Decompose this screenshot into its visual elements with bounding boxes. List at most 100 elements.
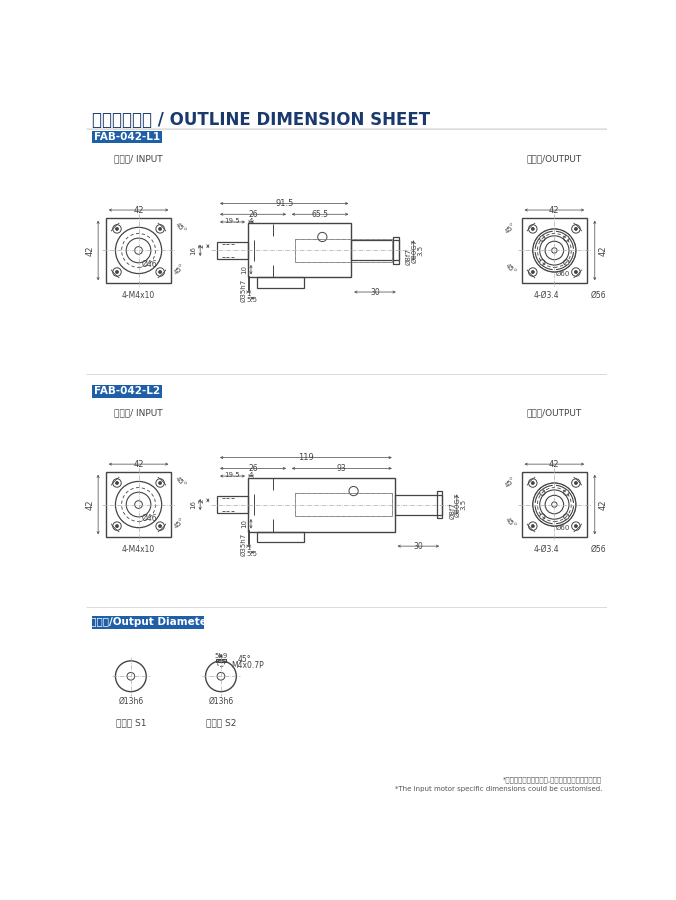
Bar bbox=[295, 493, 392, 516]
Bar bbox=[295, 238, 392, 262]
Text: 输出端/OUTPUT: 输出端/OUTPUT bbox=[527, 154, 582, 163]
Circle shape bbox=[159, 482, 162, 484]
Text: Ø8f7: Ø8f7 bbox=[406, 248, 412, 265]
Text: 30: 30 bbox=[414, 542, 423, 551]
Text: Ø30G7: Ø30G7 bbox=[454, 492, 460, 517]
Text: Ø35h7: Ø35h7 bbox=[241, 533, 246, 556]
Text: 4-M4x10: 4-M4x10 bbox=[122, 291, 155, 300]
Text: Ø8f7: Ø8f7 bbox=[449, 502, 455, 519]
Circle shape bbox=[531, 271, 534, 274]
Text: 42: 42 bbox=[85, 500, 94, 509]
Text: 26: 26 bbox=[248, 464, 258, 473]
Text: 42: 42 bbox=[599, 245, 608, 256]
Text: 10: 10 bbox=[241, 519, 247, 528]
Text: Ø56: Ø56 bbox=[591, 545, 606, 554]
Text: FAB-042-L2: FAB-042-L2 bbox=[94, 386, 160, 396]
Text: *The input motor specific dimensions could be customised.: *The input motor specific dimensions cou… bbox=[395, 786, 602, 792]
Bar bbox=[248, 478, 395, 532]
Bar bbox=[257, 532, 304, 543]
Text: 5h9: 5h9 bbox=[214, 653, 228, 660]
Text: 16: 16 bbox=[191, 500, 196, 509]
Text: Ø13h6: Ø13h6 bbox=[118, 697, 143, 706]
Bar bbox=[437, 491, 442, 518]
Bar bbox=[248, 276, 249, 290]
Bar bbox=[395, 494, 442, 515]
Text: Ø30G7: Ø30G7 bbox=[411, 238, 417, 263]
Text: 45°: 45° bbox=[174, 221, 187, 235]
FancyBboxPatch shape bbox=[93, 385, 162, 398]
Text: 42: 42 bbox=[599, 500, 608, 509]
Text: 5.5: 5.5 bbox=[247, 297, 258, 302]
Circle shape bbox=[159, 271, 162, 274]
Text: 45°: 45° bbox=[504, 263, 517, 275]
Text: 1: 1 bbox=[247, 291, 251, 297]
Text: M4x0.7P: M4x0.7P bbox=[232, 661, 264, 670]
Text: 42: 42 bbox=[85, 245, 94, 256]
FancyBboxPatch shape bbox=[93, 131, 162, 143]
Circle shape bbox=[116, 271, 118, 274]
Text: 5.5: 5.5 bbox=[247, 551, 258, 557]
Text: Ø35h7: Ø35h7 bbox=[241, 279, 246, 302]
Circle shape bbox=[531, 228, 534, 230]
Text: Ø46: Ø46 bbox=[142, 260, 158, 269]
Text: 45°: 45° bbox=[174, 263, 187, 275]
Text: 19.5: 19.5 bbox=[224, 472, 240, 478]
Text: 45°: 45° bbox=[174, 476, 187, 489]
Text: 2: 2 bbox=[198, 244, 204, 248]
Bar bbox=[248, 530, 249, 544]
Text: Ø60: Ø60 bbox=[556, 525, 571, 531]
Text: 42: 42 bbox=[133, 460, 144, 469]
Text: 1: 1 bbox=[247, 544, 251, 551]
Bar bbox=[217, 496, 248, 513]
Text: 65.5: 65.5 bbox=[312, 210, 329, 219]
Bar bbox=[393, 238, 399, 264]
Bar bbox=[217, 242, 248, 259]
Text: 30: 30 bbox=[370, 288, 380, 297]
Circle shape bbox=[116, 228, 118, 230]
Bar bbox=[522, 218, 587, 284]
Text: 10: 10 bbox=[241, 266, 247, 274]
Text: Ø46: Ø46 bbox=[142, 514, 158, 523]
Bar bbox=[352, 240, 399, 260]
Circle shape bbox=[575, 525, 577, 527]
Text: 42: 42 bbox=[549, 460, 560, 469]
Text: 19.5: 19.5 bbox=[224, 218, 240, 224]
Bar bbox=[522, 472, 587, 537]
Text: 45°: 45° bbox=[174, 517, 187, 529]
Text: Ø60: Ø60 bbox=[556, 271, 571, 276]
Circle shape bbox=[575, 482, 577, 484]
Bar bbox=[106, 472, 171, 537]
Circle shape bbox=[575, 228, 577, 230]
Text: 93: 93 bbox=[337, 464, 347, 473]
Text: 输入端/ INPUT: 输入端/ INPUT bbox=[114, 409, 163, 418]
Text: FAB-042-L1: FAB-042-L1 bbox=[94, 132, 160, 142]
Text: 4-M4x10: 4-M4x10 bbox=[122, 545, 155, 554]
Circle shape bbox=[531, 482, 534, 484]
Text: 42: 42 bbox=[549, 205, 560, 214]
Text: 外形尺寸图表 / OUTLINE DIMENSION SHEET: 外形尺寸图表 / OUTLINE DIMENSION SHEET bbox=[93, 111, 431, 129]
Bar bbox=[216, 660, 226, 662]
Text: 4: 4 bbox=[249, 218, 254, 224]
FancyBboxPatch shape bbox=[93, 616, 204, 628]
Circle shape bbox=[116, 482, 118, 484]
Text: 26: 26 bbox=[248, 210, 258, 219]
Text: 45°: 45° bbox=[504, 221, 517, 235]
Text: 119: 119 bbox=[298, 454, 314, 463]
Text: 4-Ø3.4: 4-Ø3.4 bbox=[534, 545, 560, 554]
Text: 42: 42 bbox=[133, 205, 144, 214]
Text: 输出端/OUTPUT: 输出端/OUTPUT bbox=[527, 409, 582, 418]
Text: 输入端/ INPUT: 输入端/ INPUT bbox=[114, 154, 163, 163]
Text: *输入马达连接板之尺寸,可根据客户要求单独定做。: *输入马达连接板之尺寸,可根据客户要求单独定做。 bbox=[503, 777, 602, 783]
Bar bbox=[257, 277, 304, 288]
Circle shape bbox=[159, 228, 162, 230]
Text: 2: 2 bbox=[198, 498, 204, 502]
Text: 4: 4 bbox=[249, 472, 254, 478]
Circle shape bbox=[159, 525, 162, 527]
Circle shape bbox=[116, 525, 118, 527]
Circle shape bbox=[575, 271, 577, 274]
Text: 轴型式 S2: 轴型式 S2 bbox=[206, 718, 236, 727]
Text: 输出轴径/Output Diameter: 输出轴径/Output Diameter bbox=[84, 617, 212, 627]
Text: 16: 16 bbox=[191, 246, 196, 255]
Text: 91.5: 91.5 bbox=[275, 199, 293, 208]
Text: 轴型式 S1: 轴型式 S1 bbox=[116, 718, 146, 727]
